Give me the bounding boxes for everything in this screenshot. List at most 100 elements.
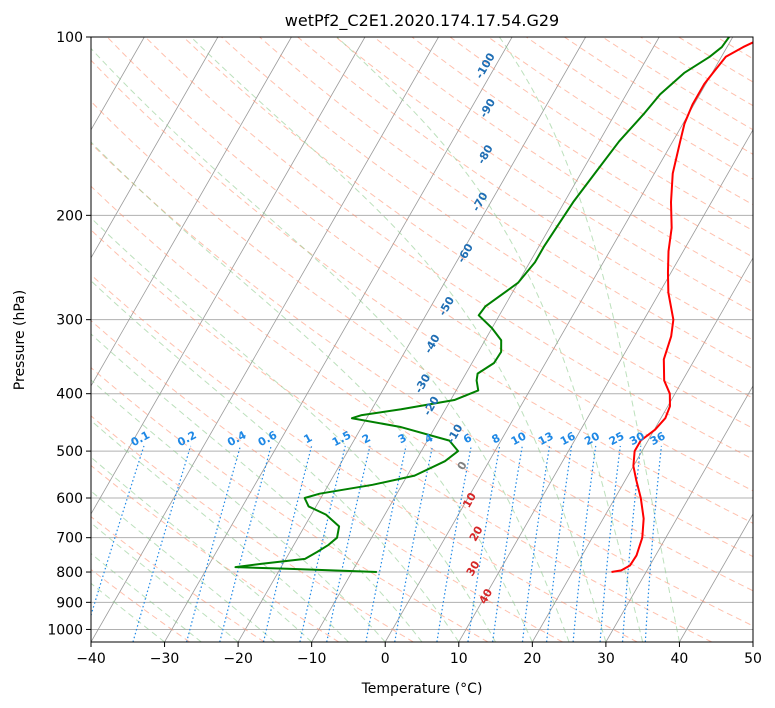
moist-adiabat-line [190,37,607,642]
isotherm-line [458,129,753,642]
dry-adiabat-label: -60 [455,241,476,265]
dry-adiabat-line [91,100,753,558]
dry-adiabat-label: -80 [475,142,496,166]
isotherm-line [0,37,71,642]
dry-adiabat-line [602,37,753,131]
dry-adiabat-label: 40 [476,586,495,606]
mixing-ratio-lines [91,445,663,642]
temperature-profile-line [611,41,753,574]
dry-adiabat-line [91,516,265,642]
mixing-ratio-line [621,445,642,642]
mixing-ratio-label: 0.4 [225,428,249,449]
plot-area: -100-90-80-70-60-50-40-30-20-10010203040… [0,37,775,642]
y-tick-label: 600 [56,491,83,507]
mixing-ratio-label: 0.2 [175,428,198,449]
mixing-ratio-line [394,445,434,642]
isotherm-line [605,385,753,642]
dry-adiabat-line [411,37,753,258]
dry-adiabat-line [91,319,563,642]
isotherm-line [752,641,753,642]
x-tick-label: −40 [76,651,106,667]
y-tick-label: 400 [56,387,83,403]
dry-adiabat-line [564,37,753,155]
mixing-ratio-label: 8 [490,431,503,446]
mixing-ratio-line [599,445,621,642]
moist-adiabat-line [336,37,644,642]
dry-adiabat-line [755,37,775,642]
mixing-ratio-line [326,445,371,642]
moist-adiabat-line [91,141,533,642]
moist-adiabat-line [91,419,349,642]
mixing-ratio-label: 30 [627,429,647,448]
mixing-ratio-line [521,445,551,642]
y-tick-label: 500 [56,444,83,460]
isotherm-line [531,257,753,642]
dry-adiabat-label: 30 [464,558,483,578]
chart-title: wetPf2_C2E1.2020.174.17.54.G29 [285,11,559,31]
dry-adiabat-line [91,568,190,642]
y-tick-label: 900 [56,595,83,611]
moist-adiabat-line [498,37,680,642]
isotherm-line [91,37,292,387]
y-axis: 100 200 300 400 500 600 700 800 900 1000 [47,30,91,638]
y-tick-label: 200 [56,208,83,224]
mixing-ratio-label: 25 [607,429,627,448]
mixing-ratio-label: 1 [302,431,315,446]
dry-adiabat-line [91,415,414,642]
mixing-ratio-label: 0.1 [129,428,152,449]
mixing-ratio-label: 1.5 [330,429,353,450]
dry-adiabat-line [91,274,638,642]
isotherm-line [164,37,513,642]
mixing-ratio-line [546,445,573,642]
isotherm-line [679,513,753,642]
x-tick-label: −20 [223,651,253,667]
isotherm-line [237,37,587,642]
diagram-line-labels: -100-90-80-70-60-50-40-30-20-10010203040… [129,50,668,606]
moist-adiabat-line [91,552,202,642]
mixing-ratio-line [299,445,346,642]
moist-adiabat-line [91,522,239,642]
dry-adiabat-line [335,37,753,313]
mixing-ratio-label: 3 [396,431,409,446]
x-tick-label: 30 [597,651,615,667]
x-tick-label: 50 [744,651,762,667]
plot-frame [90,36,754,643]
dry-adiabat-line [91,142,753,592]
dry-adiabat-line [91,366,489,642]
mixing-ratio-label: 20 [582,429,602,448]
moist-adiabat-line [91,333,423,642]
mixing-ratio-line [365,445,407,642]
x-tick-label: 0 [381,651,390,667]
dry-adiabat-line [183,37,753,429]
isotherm-line [91,37,219,259]
moist-adiabat-line [91,280,460,642]
mixing-ratio-label: 6 [461,431,474,446]
mixing-ratio-label: 2 [360,431,373,446]
mixing-ratio-label: 13 [536,429,556,448]
dry-adiabat-label: -70 [470,190,491,214]
mixing-ratio-label: 0.6 [256,428,280,449]
mixing-ratio-label: 10 [509,429,529,448]
isotherm-line [91,37,366,515]
dry-adiabat-line [91,59,753,524]
dry-adiabat-line [144,37,753,460]
isotherm-line [384,37,734,642]
dry-adiabat-line [91,229,713,642]
mixing-ratio-line [644,445,663,642]
moist-adiabat-line [91,490,276,642]
mixing-ratio-line [262,445,313,642]
moist-adiabat-line [91,47,570,642]
dry-adiabat-line [449,37,753,232]
mixing-ratio-label: 36 [648,429,668,448]
dry-adiabat-line [91,464,340,642]
dry-adiabat-label: -30 [412,371,433,395]
dry-adiabat-label: -50 [436,294,457,318]
sounding-series [234,37,753,574]
y-axis-title: Pressure (hPa) [12,290,28,390]
pressure-gridlines [91,37,753,630]
dry-adiabat-line [297,37,753,341]
mixing-ratio-line [492,445,523,642]
moist-adiabats [91,37,680,642]
skewed-isotherms [0,37,753,642]
